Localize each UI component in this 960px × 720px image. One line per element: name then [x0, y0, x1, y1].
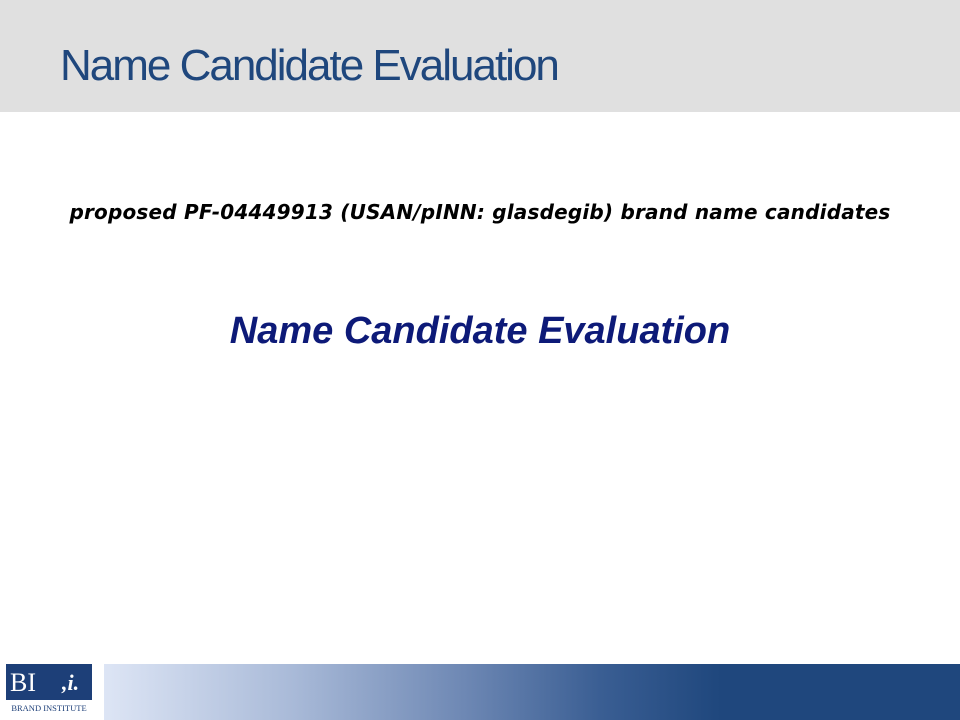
slide-subtitle: proposed PF-04449913 (USAN/pINN: glasdeg… — [69, 200, 891, 224]
slide-title: Name Candidate Evaluation — [60, 41, 560, 90]
header-band — [0, 0, 960, 112]
main-heading: Name Candidate Evaluation — [229, 310, 731, 352]
brand-institute-logo: BI ,i. BRAND INSTITUTE — [6, 664, 92, 716]
footer-gradient-bar — [104, 664, 960, 720]
logo-caption: BRAND INSTITUTE — [6, 700, 92, 716]
logo-mark: BI — [10, 668, 36, 697]
logo-mark-italic: ,i. — [62, 670, 80, 695]
